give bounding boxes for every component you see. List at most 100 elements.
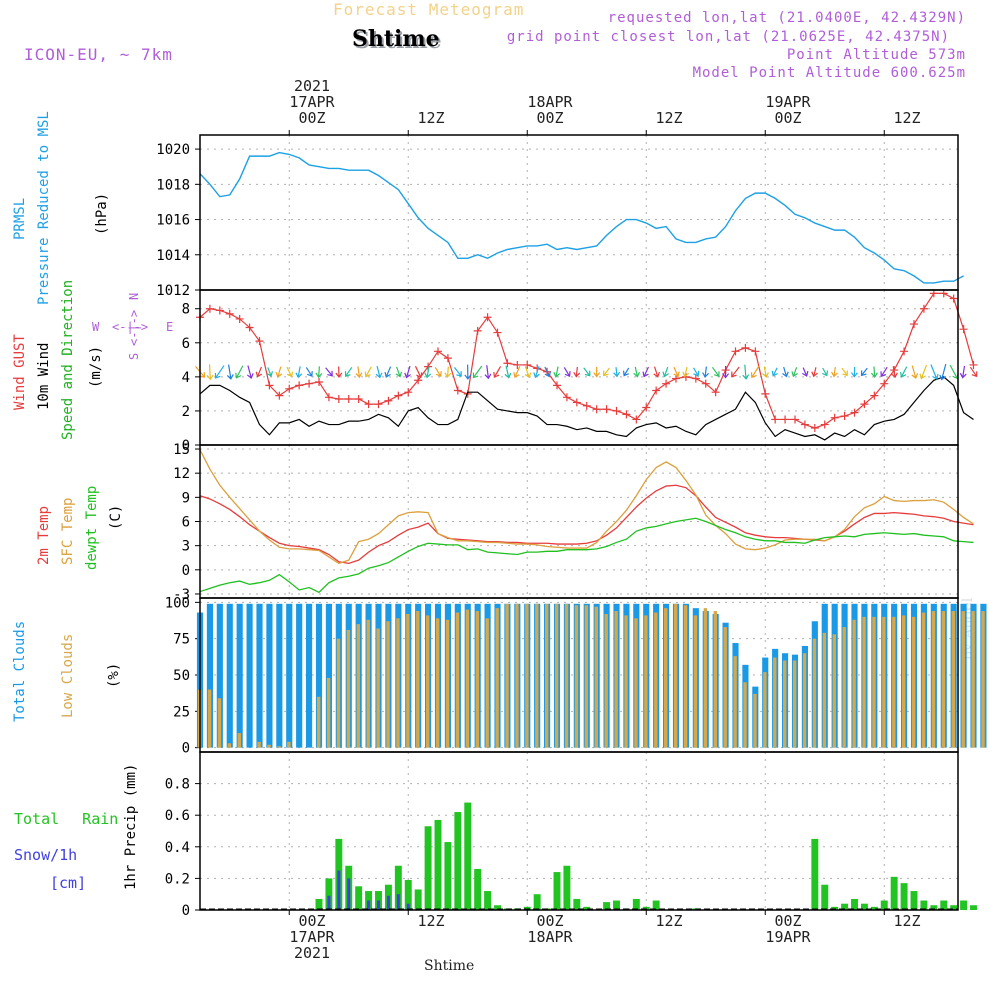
rain-bar [930,905,938,910]
location-title: Shtime [352,26,440,52]
arrow-head [662,371,669,378]
arrow-head [404,372,411,379]
arrow-head [226,374,234,380]
y-tick-label: 6 [182,515,190,531]
wind-gust-marker [344,395,353,404]
wind-direction-arrow [850,366,858,378]
low-clouds-bar [852,619,856,748]
wind-gust-marker [384,396,393,405]
low-clouds-bar [525,603,529,748]
arrow-shaft [892,366,896,378]
rain-bar [494,905,501,910]
arrow-shaft [473,365,483,378]
low-clouds-bar [435,618,440,748]
low-clouds-bar [515,603,519,748]
wind-gust-marker [473,326,482,335]
wind-direction-arrow [642,366,649,378]
wind-gust-marker [810,423,819,432]
low-clouds-bar [535,603,539,748]
rain-bar [325,878,333,910]
total-clouds-bar [296,603,303,748]
wind-gust-marker [652,386,661,395]
wind-direction-arrow [246,365,254,380]
arrow-head [722,373,730,379]
low-clouds-bar [336,638,341,748]
snow-bar [337,870,341,910]
low-clouds-bar [485,618,489,748]
wind-gust-marker [781,415,790,424]
snow-bar [327,895,331,910]
arrow-shaft [744,364,747,379]
arrow-shaft [286,366,293,377]
wind-direction-arrow [364,366,372,378]
wind-direction-arrow [930,364,939,380]
arrow-head [295,372,303,379]
arrow-head [593,372,601,378]
arrow-head [693,370,700,377]
arrow-shaft [414,365,422,378]
arrow-head [811,371,818,378]
arrow-head [702,372,710,378]
arrow-shaft [684,366,688,377]
y-tick-label: -3 [173,587,190,603]
rain-bar [523,906,531,910]
arrow-shaft [534,366,540,378]
low-clouds-bar [951,611,955,748]
arrow-shaft [256,366,263,377]
rain-bar [821,884,829,910]
y-tick-label: 1020 [156,142,190,158]
low-clouds-bar [207,689,212,748]
arrow-shaft [930,364,938,380]
wind-direction-arrow [315,366,323,379]
arrow-head [416,372,423,379]
low-clouds-bar [802,653,807,748]
total-clouds-bar [266,603,273,748]
arrow-shaft [969,366,978,377]
low-clouds-bar [713,611,717,748]
wind-direction-arrow [822,367,829,377]
arrow-shaft [235,365,244,379]
wind-direction-arrow [633,366,641,378]
arrow-head [932,374,939,380]
arrow-head [504,372,512,379]
rain-bar [355,886,363,910]
label-snow: Snow/1h [14,846,77,864]
arrow-shaft [880,366,888,377]
low-clouds-bar [326,677,331,748]
wind-direction-arrow [831,367,838,378]
rain-bar [880,900,888,910]
label-dewpt-temp: dewpt Temp [84,486,100,570]
y-tick-label: 1016 [156,213,190,229]
arrow-head [791,371,798,378]
arrow-head [653,371,660,378]
rain-bar [940,900,948,910]
arrow-head [444,372,452,378]
wind-direction-arrow [375,365,383,379]
meteogram-faint-title: Forecast Meteogram [333,0,525,19]
arrow-shaft [603,367,610,376]
wind-gust-marker [910,320,918,329]
low-clouds-bar [267,744,271,748]
arrow-shaft [962,365,966,378]
y-tick-label: 25 [173,704,190,720]
wind-direction-arrow [533,366,540,379]
arrow-head [513,372,520,379]
wind-direction-arrow [472,365,483,379]
wind-gust-marker [553,381,561,390]
rain-bar [394,865,402,910]
wind-gust-marker [225,309,234,318]
low-clouds-bar [495,608,499,748]
wind-direction-arrow [841,367,848,377]
arrow-shaft [949,364,958,379]
wind-gust-marker [443,354,452,363]
low-clouds-bar [892,616,896,748]
arrow-head [246,373,254,380]
low-clouds-bar [465,609,470,748]
arrow-shaft [524,365,530,378]
arrow-head [327,370,333,377]
wind-direction-arrow [613,367,621,378]
rain-bar [454,812,462,910]
arrow-shaft [813,367,817,377]
wind-gust-marker [880,379,889,388]
arrow-head [642,371,649,378]
